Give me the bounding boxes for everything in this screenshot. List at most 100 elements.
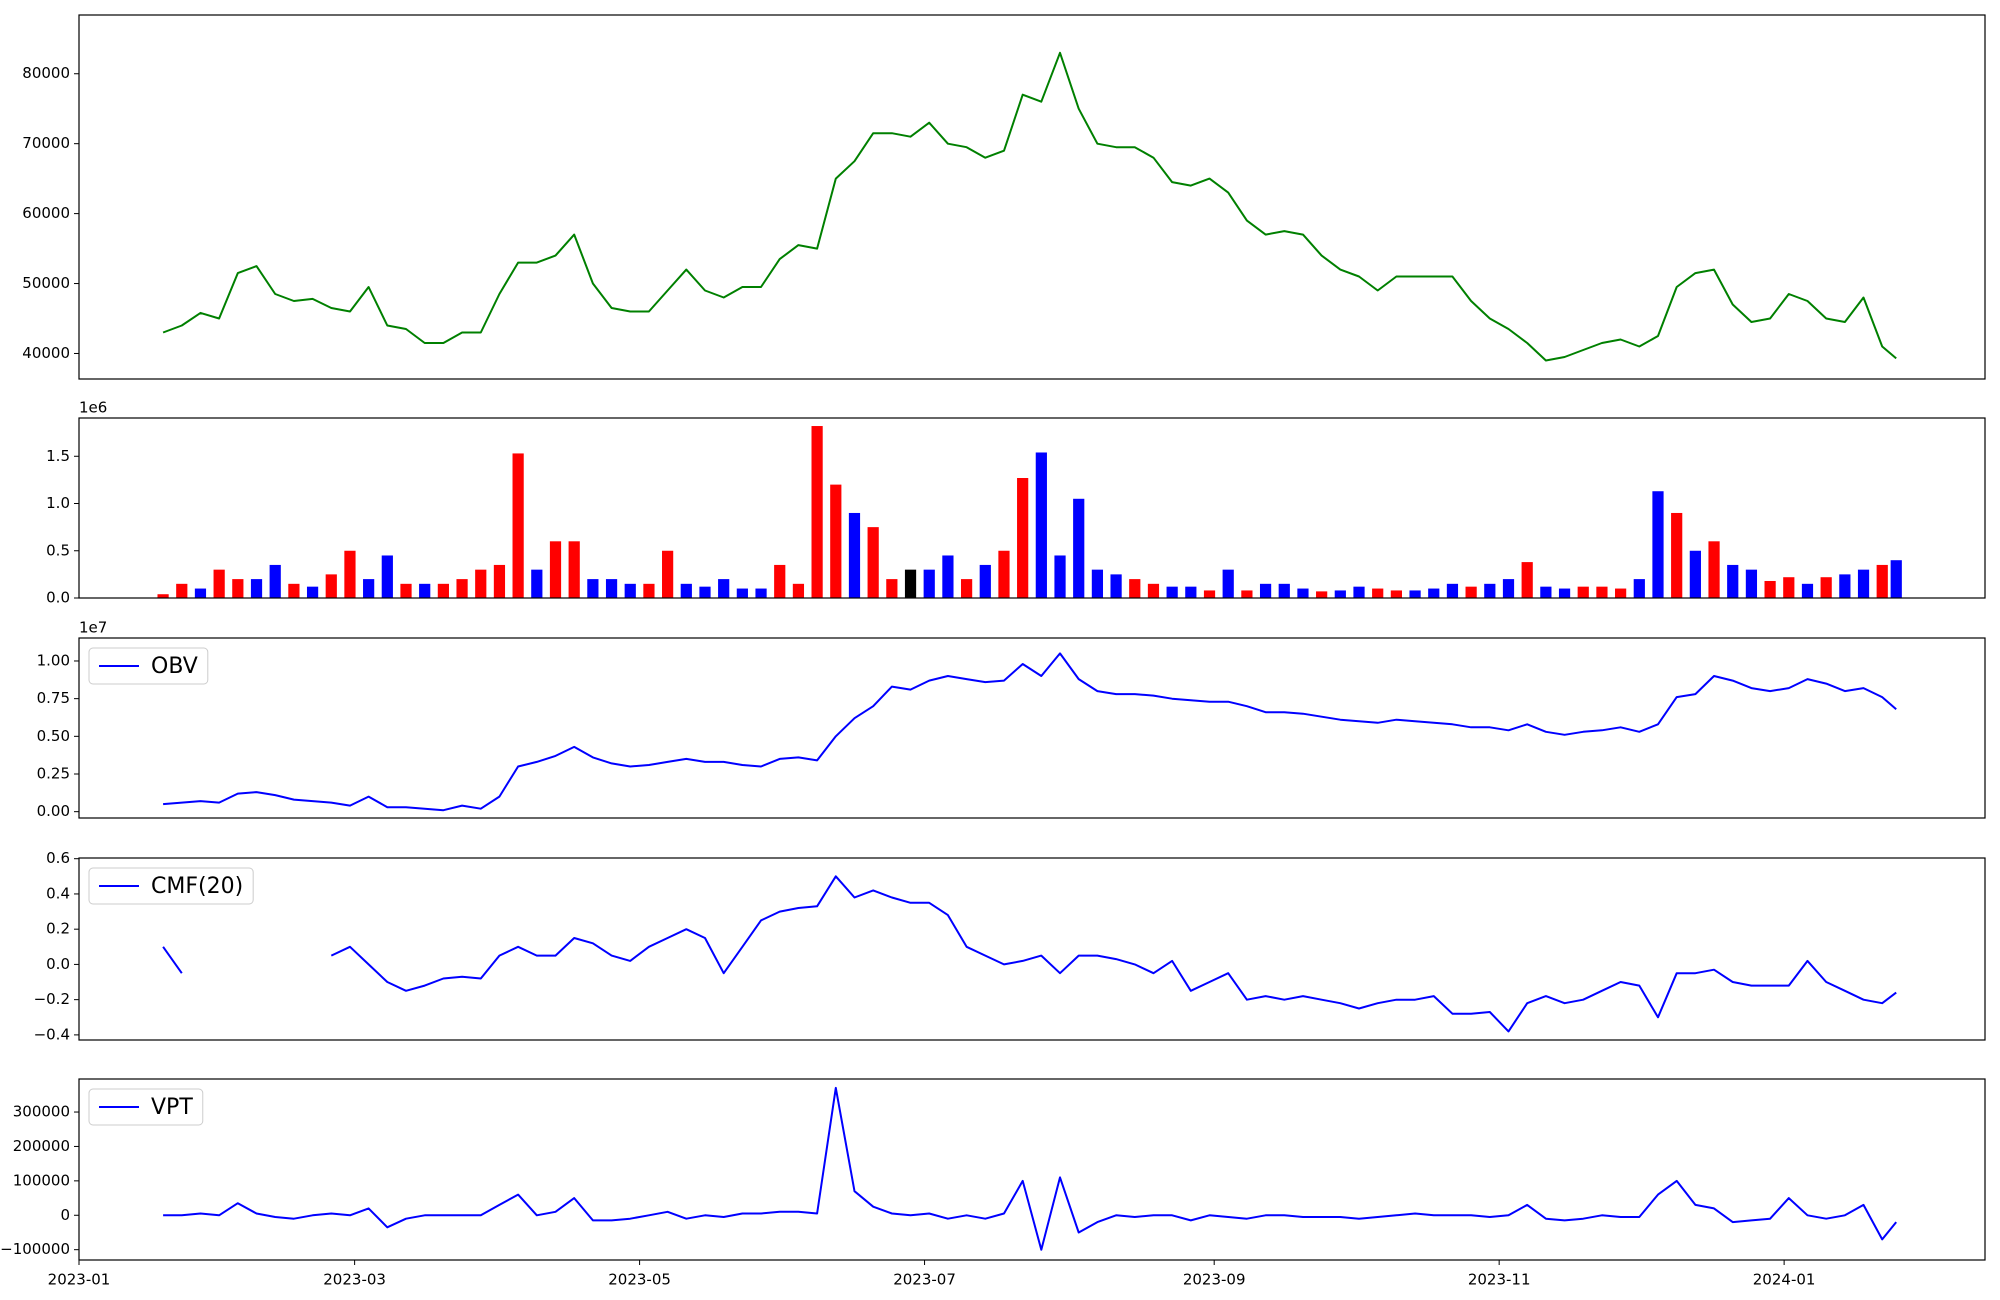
y-tick-label: 200000	[13, 1137, 70, 1155]
bar	[792, 583, 805, 598]
x-tick-label: 2024-01	[1753, 1271, 1816, 1289]
bar	[1035, 452, 1047, 598]
bar	[1558, 588, 1571, 598]
panel: −100000 0 100000 200000 300000 2023-01 2023-03…	[0, 1078, 1986, 1289]
bar	[1633, 579, 1645, 598]
bar	[736, 588, 748, 598]
bar	[1316, 591, 1328, 598]
bar	[232, 579, 244, 598]
y-tick-label: 0.5	[46, 541, 70, 559]
bar	[1390, 590, 1402, 598]
panel: 0.00 0.25 0.50 0.75 1.00 1e7 OBV	[37, 619, 1986, 820]
bar	[1054, 555, 1066, 598]
bar	[1615, 588, 1627, 598]
bar	[456, 579, 468, 598]
bar	[381, 555, 393, 598]
bar	[774, 564, 786, 598]
y-tick-label: 0.00	[37, 802, 70, 820]
y-tick-label: 1.5	[46, 447, 70, 465]
y-tick-label: 100000	[13, 1171, 70, 1189]
offset-label: 1e7	[79, 619, 107, 637]
bar	[400, 583, 412, 598]
bar	[1596, 586, 1608, 598]
legend-label: OBV	[151, 654, 198, 679]
bar	[1652, 491, 1664, 598]
bar	[194, 588, 207, 598]
bar	[867, 527, 879, 598]
bar	[437, 583, 449, 598]
bar	[1671, 512, 1683, 598]
plot-frame	[78, 417, 1986, 599]
series-line	[163, 1086, 1897, 1251]
bar	[475, 569, 487, 598]
bar	[1745, 569, 1758, 598]
bar	[699, 586, 711, 598]
bar	[624, 583, 636, 598]
bar	[363, 579, 375, 598]
y-tick-label: 0.0	[46, 589, 70, 607]
bar	[1521, 562, 1533, 598]
x-tick-label: 2023-01	[48, 1271, 111, 1289]
bar	[605, 579, 618, 598]
bar	[1353, 586, 1365, 598]
y-tick-label: 1.00	[37, 651, 70, 669]
series-line	[162, 51, 1897, 362]
bar	[1820, 577, 1832, 598]
bar	[1278, 583, 1290, 598]
y-tick-label: 300000	[13, 1103, 70, 1121]
y-tick-label: 0.25	[37, 764, 70, 782]
bar	[923, 569, 935, 598]
bar	[1890, 560, 1902, 598]
bar	[811, 426, 823, 598]
y-tick-label: 80000	[22, 64, 70, 82]
plot-frame	[78, 1078, 1986, 1261]
bar	[157, 594, 169, 598]
series-line	[162, 875, 1897, 1033]
series-line	[163, 652, 1897, 812]
plot-frame	[78, 14, 1986, 380]
bar	[269, 564, 281, 598]
bar	[1185, 586, 1197, 598]
bar	[1764, 580, 1776, 598]
bar	[1876, 564, 1888, 598]
bar	[344, 550, 356, 598]
bar	[1203, 590, 1216, 598]
bar	[325, 574, 337, 598]
x-tick-label: 2023-09	[1183, 1271, 1246, 1289]
legend-label: VPT	[151, 1095, 193, 1120]
bar	[830, 484, 842, 598]
bar	[1334, 590, 1346, 598]
x-tick-label: 2023-03	[323, 1271, 386, 1289]
y-tick-label: 1.0	[46, 494, 70, 512]
offset-label: 1e6	[79, 399, 107, 417]
bar	[213, 569, 225, 598]
legend: VPT	[88, 1088, 204, 1126]
bar	[1372, 588, 1384, 598]
bar	[1129, 579, 1141, 598]
legend: OBV	[88, 647, 209, 685]
y-tick-label: 0.0	[46, 955, 70, 973]
panel: 40000 50000 60000 70000 80000	[22, 14, 1986, 380]
bar	[1073, 498, 1085, 598]
bar	[1147, 583, 1160, 598]
bar	[1502, 579, 1515, 598]
legend: CMF(20)	[88, 867, 254, 905]
bar	[493, 564, 506, 598]
y-tick-label: 0.50	[37, 727, 70, 745]
bar	[1017, 478, 1029, 598]
bar	[755, 588, 767, 598]
bar	[1428, 588, 1440, 598]
bar	[1110, 574, 1122, 598]
bar	[1839, 574, 1851, 598]
bar	[1259, 583, 1272, 598]
bar	[1577, 586, 1589, 598]
bar	[1166, 586, 1178, 598]
legend-box	[88, 647, 209, 685]
bar	[419, 583, 431, 598]
bar	[904, 569, 917, 598]
panel: 0.0 0.5 1.0 1.5 1e6	[46, 399, 1986, 607]
bar	[960, 579, 973, 598]
bar	[662, 550, 674, 598]
y-tick-label: 0.2	[46, 920, 70, 938]
